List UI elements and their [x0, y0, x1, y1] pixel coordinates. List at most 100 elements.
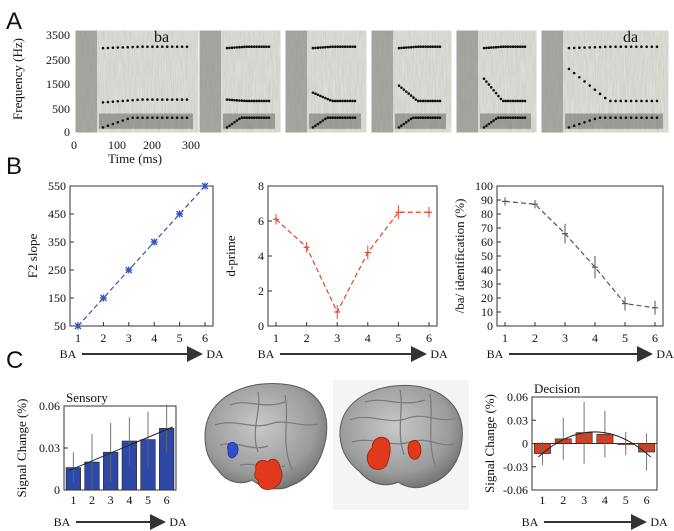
- spectrogram-f1-band: [99, 113, 193, 129]
- formant-dot: [572, 71, 576, 75]
- formant-dot: [255, 45, 258, 49]
- ba-identification-xtick-label: 3: [562, 331, 568, 345]
- sensory-ytick-label: 0.03: [39, 441, 60, 455]
- decision-y-label: Signal Change (%): [482, 394, 497, 493]
- formant-dot: [619, 116, 623, 119]
- formant-dot: [521, 116, 524, 119]
- formant-dot: [338, 45, 342, 49]
- formant-dot: [521, 45, 524, 49]
- formant-dot: [242, 45, 246, 49]
- formant-dot: [578, 122, 581, 126]
- formant-dot: [400, 46, 403, 50]
- f2-slope-series-line: [77, 185, 206, 327]
- formant-dot: [328, 98, 332, 102]
- formant-dot: [414, 45, 418, 49]
- formant-dot: [583, 46, 586, 49]
- formant-dot: [511, 99, 515, 103]
- formant-dot: [333, 99, 337, 103]
- formant-dot: [436, 99, 439, 103]
- formant-dot: [316, 122, 320, 126]
- formant-dot: [421, 45, 425, 49]
- formant-dot: [319, 46, 322, 49]
- formant-dot: [436, 116, 439, 119]
- formant-dot: [402, 88, 406, 91]
- f2-slope-continuum-start: BA: [60, 347, 77, 361]
- spectrogram-ytick-1500: 1500: [46, 77, 70, 91]
- formant-dot: [126, 45, 130, 49]
- formant-dot: [516, 99, 520, 103]
- formant-dot: [614, 116, 617, 119]
- formant-dot: [655, 45, 659, 49]
- formant-dot: [412, 45, 415, 49]
- f2-slope-y-label: F2 slope: [25, 234, 40, 279]
- formant-dot: [414, 116, 418, 119]
- formant-dot: [250, 116, 254, 119]
- ba-identification-series-line: [504, 200, 656, 309]
- formant-dot: [321, 95, 325, 99]
- f2-slope-xtick-label: 2: [100, 331, 106, 345]
- formant-dot: [426, 99, 430, 103]
- d-prime-xtick-label: 4: [365, 331, 371, 345]
- sensory-continuum-start: BA: [54, 515, 71, 529]
- decision-ytick-label: 0.03: [507, 413, 528, 427]
- formant-dot: [326, 45, 330, 49]
- d-prime-ytick-label: 4: [258, 249, 264, 263]
- formant-dot: [485, 124, 488, 128]
- f2-slope-ytick-label: 150: [48, 291, 66, 305]
- formant-dot: [509, 45, 512, 49]
- ba-identification-ytick-label: 20: [481, 291, 493, 305]
- spectrogram-burst: [285, 30, 307, 133]
- formant-dot: [242, 116, 246, 119]
- formant-dot: [578, 75, 581, 79]
- ba-identification-xtick-label: 6: [652, 331, 658, 345]
- formant-dot: [151, 116, 154, 119]
- d-prime-ytick-label: 2: [258, 284, 264, 298]
- d-prime-continuum-end: DA: [430, 347, 448, 361]
- formant-dot: [170, 98, 174, 101]
- formant-dot: [316, 93, 320, 97]
- formant-dot: [346, 116, 349, 119]
- spectrogram-burst: [199, 30, 221, 133]
- formant-dot: [316, 46, 320, 50]
- formant-dot: [311, 91, 315, 94]
- formant-dot: [650, 45, 654, 49]
- formant-dot: [146, 98, 149, 101]
- formant-dot: [247, 45, 251, 49]
- ba-identification-continuum-end: DA: [656, 347, 674, 361]
- formant-dot: [250, 45, 254, 49]
- formant-dot: [497, 116, 500, 119]
- formant-dot: [267, 45, 271, 49]
- d-prime-xtick-label: 5: [395, 331, 401, 345]
- d-prime-series-line: [275, 211, 429, 314]
- formant-dot: [588, 46, 592, 49]
- formant-dot: [136, 116, 139, 119]
- formant-dot: [640, 116, 643, 119]
- formant-dot: [240, 45, 244, 49]
- formant-dot: [409, 45, 413, 49]
- formant-dot: [235, 46, 239, 49]
- formant-dot: [436, 45, 439, 49]
- f2-slope-ytick-label: 250: [48, 263, 66, 277]
- spectrogram-f1-band: [395, 113, 446, 129]
- decision-xtick-label: 4: [602, 493, 608, 507]
- formant-dot: [233, 46, 236, 49]
- formant-dot: [311, 126, 315, 129]
- decision-xtick-label: 6: [644, 493, 650, 507]
- formant-dot: [506, 45, 510, 49]
- spectrogram-6: [540, 29, 670, 134]
- spectrogram-burst: [541, 30, 563, 133]
- spectrogram-ytick-3500: 3500: [46, 28, 70, 42]
- sensory-xtick-label: 1: [70, 493, 76, 507]
- formant-dot: [336, 45, 340, 49]
- formant-dot: [567, 67, 571, 71]
- spectrogram-burst: [456, 30, 478, 133]
- formant-dot: [598, 45, 602, 49]
- formant-dot: [175, 116, 179, 119]
- formant-dot: [504, 45, 508, 49]
- formant-dot: [402, 122, 406, 126]
- formant-dot: [230, 98, 234, 102]
- f2-slope-xtick-label: 6: [202, 331, 208, 345]
- formant-dot: [433, 45, 437, 49]
- formant-dot: [412, 96, 415, 99]
- formant-dot: [260, 99, 263, 103]
